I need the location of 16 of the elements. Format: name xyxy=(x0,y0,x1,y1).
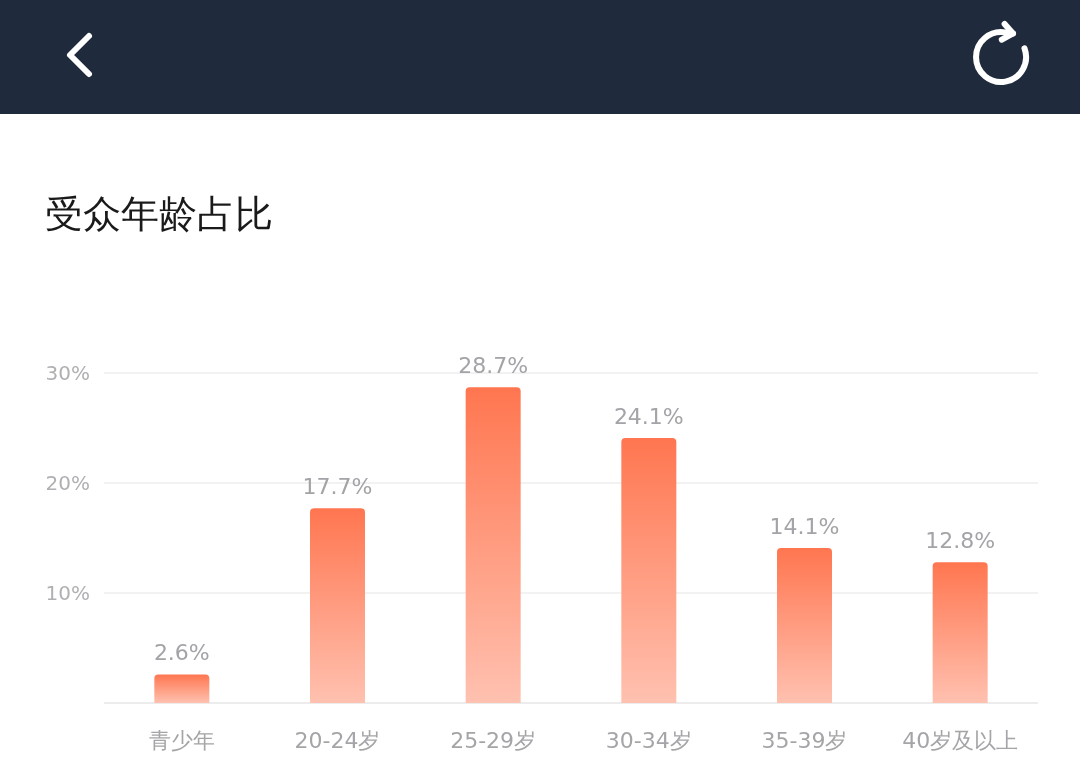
y-tick-label: 20% xyxy=(45,471,90,495)
chart-title: 受众年龄占比 xyxy=(45,192,273,236)
data-label: 17.7% xyxy=(302,474,373,500)
y-tick-label: 10% xyxy=(45,581,90,605)
data-label: 12.8% xyxy=(925,528,996,554)
x-tick-label: 40岁及以上 xyxy=(902,728,1019,753)
data-label: 24.1% xyxy=(613,403,684,429)
x-tick-label: 青少年 xyxy=(148,728,215,753)
data-label: 28.7% xyxy=(458,353,529,379)
x-tick-label: 25-29岁 xyxy=(450,728,537,753)
data-label: 2.6% xyxy=(153,640,210,666)
x-tick-label: 20-24岁 xyxy=(294,728,381,753)
x-tick-label: 35-39岁 xyxy=(761,728,848,753)
data-label: 14.1% xyxy=(769,513,840,539)
x-tick-label: 30-34岁 xyxy=(605,728,692,753)
y-tick-label: 30% xyxy=(45,361,90,385)
